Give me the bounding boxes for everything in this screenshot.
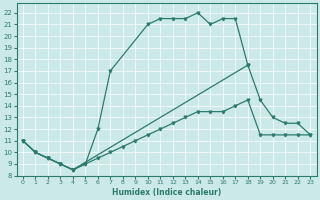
X-axis label: Humidex (Indice chaleur): Humidex (Indice chaleur) xyxy=(112,188,221,197)
